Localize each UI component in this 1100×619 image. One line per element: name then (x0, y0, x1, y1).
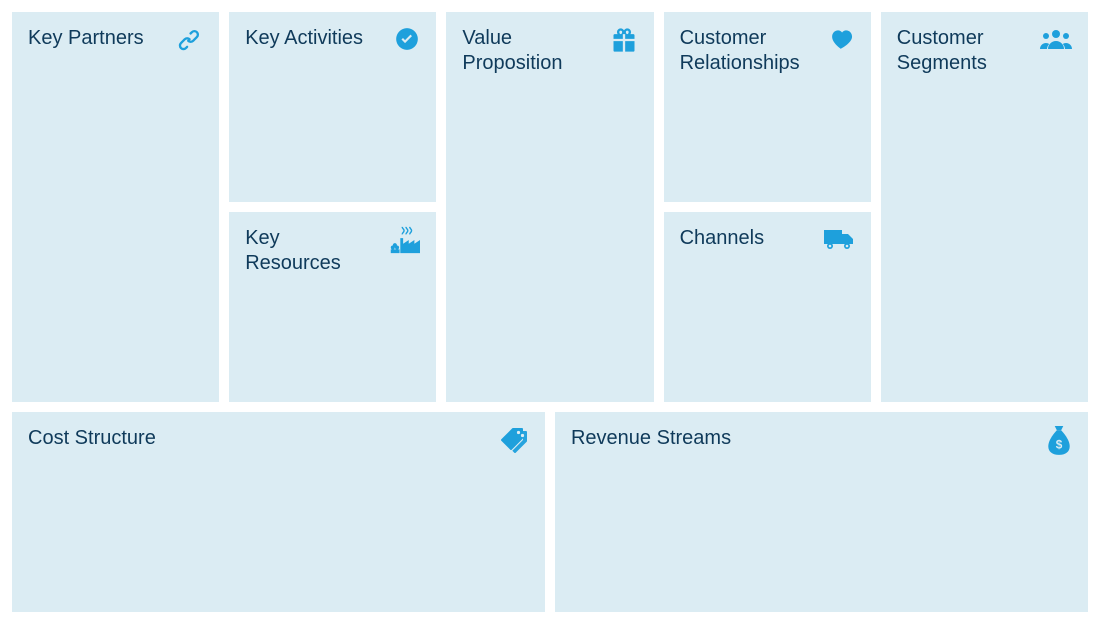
link-icon (175, 26, 203, 54)
money-bag-icon: $ (1046, 426, 1072, 456)
block-revenue-streams: Revenue Streams $ (555, 412, 1088, 612)
block-title: Revenue Streams (571, 426, 731, 451)
block-title: Channels (680, 226, 765, 251)
block-cost-structure: Cost Structure (12, 412, 545, 612)
block-value-proposition: Value Proposition (446, 12, 653, 402)
block-title: Cost Structure (28, 426, 156, 451)
truck-icon (823, 226, 855, 252)
heart-icon (827, 26, 855, 52)
block-title: Value Proposition (462, 26, 585, 76)
block-customer-relationships: Customer Relationships (664, 12, 871, 202)
block-customer-segments: Customer Segments (881, 12, 1088, 402)
block-key-activities: Key Activities (229, 12, 436, 202)
gift-icon (610, 26, 638, 54)
block-title: Key Resources (245, 226, 368, 276)
svg-text:$: $ (1056, 439, 1063, 452)
tags-icon (499, 426, 529, 454)
factory-icon (390, 226, 420, 254)
block-title: Customer Segments (897, 26, 1020, 76)
block-key-resources: Key Resources (229, 212, 436, 402)
block-key-partners: Key Partners (12, 12, 219, 402)
users-icon (1040, 26, 1072, 52)
block-channels: Channels (664, 212, 871, 402)
block-title: Key Activities (245, 26, 363, 51)
check-circle-icon (394, 26, 420, 52)
block-title: Key Partners (28, 26, 144, 51)
business-model-canvas: Key Partners Key Activities Key Resource… (12, 12, 1088, 607)
block-title: Customer Relationships (680, 26, 803, 76)
